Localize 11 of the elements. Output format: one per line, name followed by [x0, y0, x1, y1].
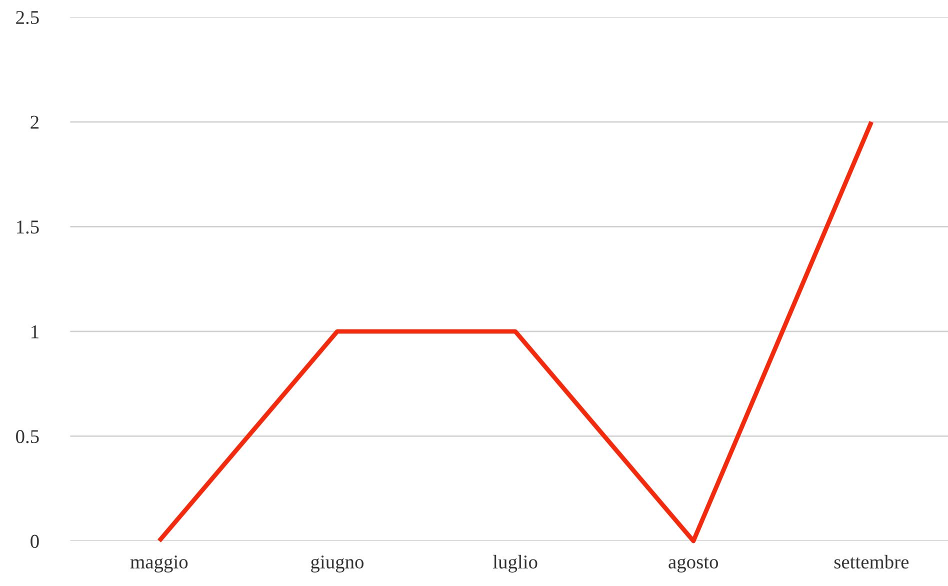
y-tick-label: 2: [30, 116, 39, 129]
y-tick-label: 0: [30, 534, 39, 548]
x-tick-label: giugno: [311, 555, 364, 573]
x-tick-label: luglio: [493, 554, 538, 573]
x-tick-label: maggio: [130, 555, 188, 573]
y-tick-label: 1.5: [17, 220, 39, 234]
y-tick-label: 0.5: [16, 430, 39, 444]
y-tick-label: 1: [32, 325, 38, 338]
y-tick-label: 2.5: [16, 10, 39, 24]
x-tick-label: agosto: [668, 557, 718, 573]
x-tick-label: settembre: [834, 554, 909, 569]
